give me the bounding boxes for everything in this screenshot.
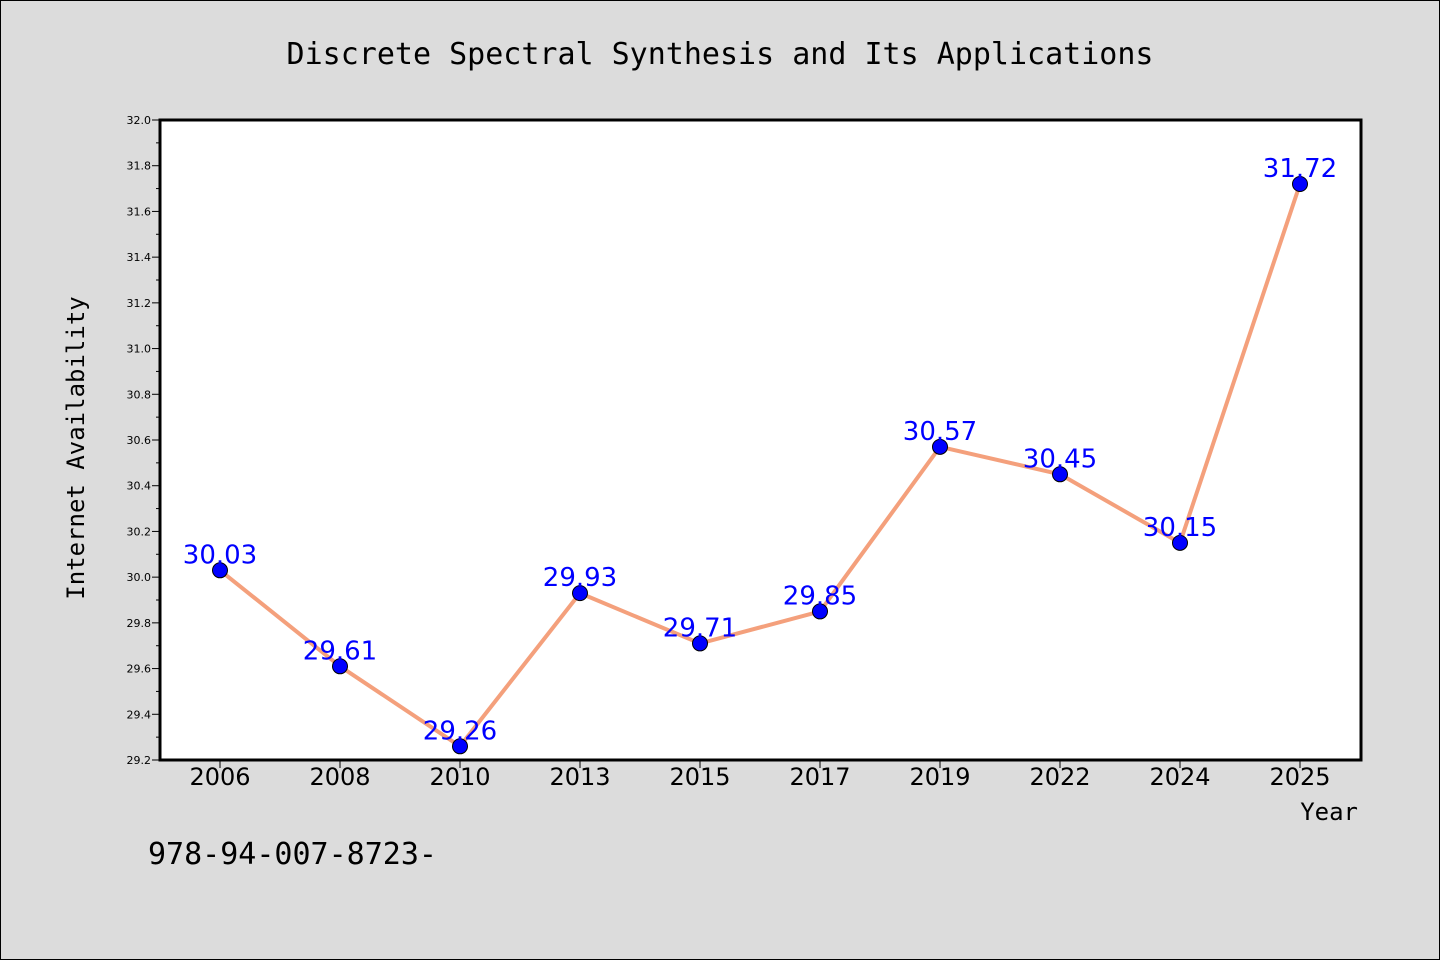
data-label: 29.85 xyxy=(783,581,857,611)
data-label: 30.57 xyxy=(903,417,977,447)
y-tick-label: 29.4 xyxy=(127,708,152,721)
data-label: 29.26 xyxy=(423,716,497,746)
data-label: 29.93 xyxy=(543,563,617,593)
chart-title: Discrete Spectral Synthesis and Its Appl… xyxy=(287,37,1154,72)
data-point xyxy=(452,738,468,755)
data-label: 31.72 xyxy=(1263,154,1337,184)
y-tick-label: 30.8 xyxy=(127,388,152,401)
data-label: 30.03 xyxy=(183,540,257,570)
footnote-isbn: 978-94-007-8723- xyxy=(148,837,437,872)
y-tick-label: 30.0 xyxy=(127,571,152,584)
data-label: 30.45 xyxy=(1023,444,1097,474)
data-point xyxy=(1292,176,1308,192)
x-tick-label: 2008 xyxy=(309,763,370,791)
y-tick-label: 32.0 xyxy=(127,114,152,127)
x-tick-label: 2024 xyxy=(1149,763,1210,791)
x-axis: 2006 2008 2010 2013 2015 2017 2019 2022 2024 2025 xyxy=(189,760,1331,791)
x-tick-label: 2022 xyxy=(1029,763,1090,791)
x-tick-label: 2015 xyxy=(669,763,730,791)
data-label: 30.15 xyxy=(1143,513,1217,543)
y-tick-label: 31.4 xyxy=(127,251,152,264)
data-point xyxy=(812,603,828,620)
data-point xyxy=(572,585,588,602)
data-point xyxy=(332,658,348,675)
series-polyline xyxy=(218,183,1302,749)
y-tick-label: 29.6 xyxy=(127,663,152,676)
x-tick-label: 2006 xyxy=(189,763,250,791)
y-tick-label: 30.4 xyxy=(127,480,152,493)
data-label: 29.71 xyxy=(663,613,737,643)
y-tick-label: 29.2 xyxy=(127,754,152,767)
y-axis-label: Internet Availability xyxy=(62,296,90,599)
data-point xyxy=(932,438,948,455)
y-tick-label: 31.8 xyxy=(127,160,152,173)
data-point xyxy=(1172,534,1188,551)
y-axis: 29.2 29.4 29.6 29.8 30.0 30.2 30.4 30.6 30.8 31.0… xyxy=(127,114,160,767)
x-axis-label: Year xyxy=(1300,798,1358,826)
x-tick-label: 2019 xyxy=(909,763,970,791)
x-tick-label: 2017 xyxy=(789,763,850,791)
data-point xyxy=(212,562,228,579)
y-tick-label: 30.6 xyxy=(127,434,152,447)
data-point xyxy=(1052,466,1068,483)
series-line xyxy=(218,183,1302,749)
y-tick-label: 31.2 xyxy=(127,297,152,310)
plot-area xyxy=(158,118,1363,762)
y-tick-label: 30.2 xyxy=(127,525,152,538)
x-tick-label: 2025 xyxy=(1269,763,1330,791)
x-tick-label: 2013 xyxy=(549,763,610,791)
x-tick-label: 2010 xyxy=(429,763,490,791)
y-tick-label: 31.0 xyxy=(127,343,152,356)
data-point xyxy=(692,635,708,652)
data-labels: 30.03 29.61 29.26 29.93 29.71 29.85 30.57 30.45… xyxy=(183,154,1337,746)
y-tick-label: 31.6 xyxy=(127,205,152,218)
data-points xyxy=(212,176,1308,755)
data-label: 29.61 xyxy=(303,636,377,666)
y-tick-label: 29.8 xyxy=(127,617,152,630)
